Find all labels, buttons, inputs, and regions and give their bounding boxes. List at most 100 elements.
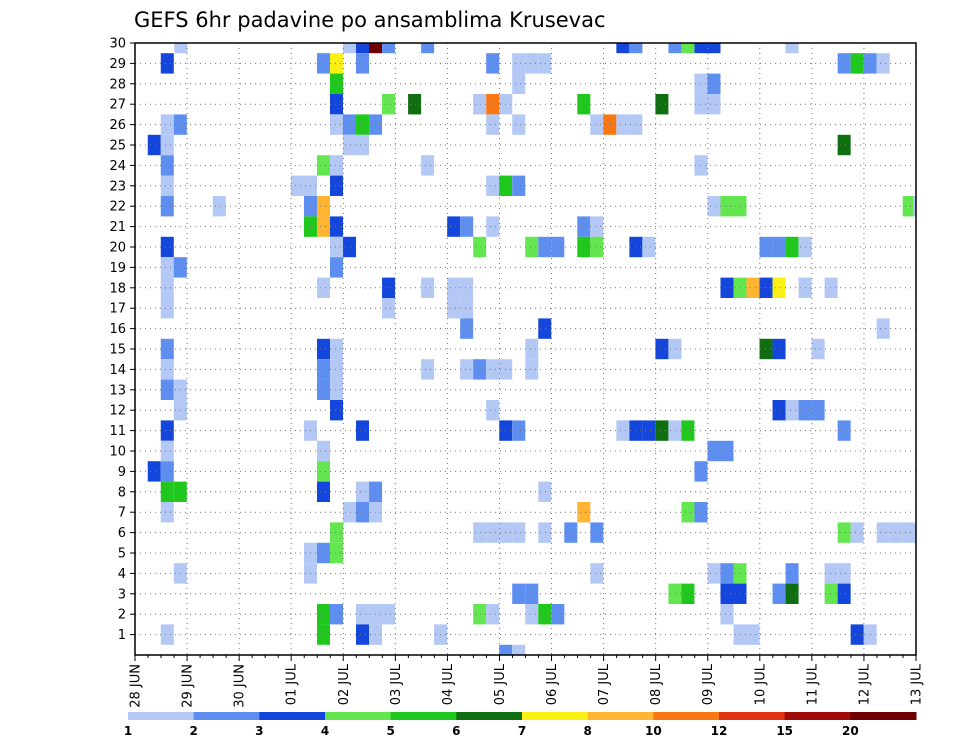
precip-cell	[356, 624, 370, 645]
precip-cell	[356, 604, 370, 625]
precip-cell	[447, 277, 461, 298]
precip-cell	[356, 134, 370, 156]
precip-cell	[681, 420, 695, 441]
precip-cell	[382, 94, 396, 115]
precip-cell	[160, 298, 174, 319]
precip-cell	[421, 277, 435, 298]
precip-cell	[850, 624, 864, 645]
precip-cell	[759, 277, 773, 298]
precip-cell	[642, 236, 656, 258]
precip-cell	[421, 155, 435, 176]
precip-cell	[590, 114, 604, 135]
precip-cell	[811, 400, 825, 421]
precip-cell	[707, 196, 721, 217]
precip-cell	[473, 522, 487, 543]
precip-cell	[329, 604, 344, 625]
precip-cell	[316, 155, 330, 176]
precip-cell	[876, 53, 890, 74]
precip-cell	[538, 481, 552, 502]
precip-cell	[329, 114, 344, 135]
precip-cell	[329, 236, 344, 258]
precip-cell	[577, 216, 591, 237]
y-tick-label: 26	[109, 118, 126, 133]
x-tick-label: 09 JUL	[701, 663, 716, 705]
x-tick-label: 29 JUN	[181, 664, 196, 708]
precip-cell	[316, 53, 330, 74]
precip-cell	[316, 338, 330, 360]
precip-cell	[538, 522, 552, 543]
x-tick-label: 28 JUN	[129, 664, 144, 708]
precip-cell	[212, 196, 226, 217]
precip-cell	[473, 604, 487, 625]
precip-cell	[460, 298, 474, 319]
colorbar-swatch	[128, 712, 195, 720]
y-tick-label: 22	[109, 200, 126, 215]
precip-cell	[681, 43, 695, 54]
precip-cell	[707, 43, 721, 54]
x-tick-label: 08 JUL	[649, 663, 664, 705]
precip-cell	[486, 359, 500, 380]
y-tick-label: 27	[109, 98, 126, 113]
x-tick-label: 07 JUL	[597, 663, 612, 705]
precip-cell	[160, 461, 174, 482]
colorbar-swatch	[456, 712, 523, 720]
y-tick-label: 14	[109, 363, 126, 378]
precip-cell	[316, 216, 330, 237]
precip-cell	[616, 114, 630, 135]
y-tick-label: 7	[118, 506, 126, 521]
precip-cell	[382, 604, 396, 625]
colorbar-swatch	[325, 712, 392, 720]
precip-cell	[473, 236, 487, 258]
y-tick-label: 10	[109, 445, 126, 460]
y-tick-label: 30	[109, 37, 126, 52]
precip-cell	[473, 359, 487, 380]
x-tick-label: 11 JUL	[805, 663, 820, 705]
colorbar-label: 2	[189, 724, 197, 738]
colorbar-swatch	[522, 712, 589, 720]
precip-cell	[720, 563, 734, 584]
precip-cell	[329, 522, 344, 543]
precip-cell	[329, 155, 344, 176]
precip-cell	[538, 604, 552, 625]
precip-cell	[746, 624, 760, 645]
colorbar-swatch	[390, 712, 457, 720]
precip-cell	[460, 277, 474, 298]
y-tick-label: 29	[109, 57, 126, 72]
precip-cell	[160, 236, 174, 258]
precip-cell	[160, 379, 174, 400]
precip-cell	[512, 53, 526, 74]
precip-cell	[329, 338, 344, 360]
precip-cell	[356, 53, 370, 74]
precip-cell	[421, 359, 435, 380]
precip-cell	[369, 43, 383, 54]
precip-cell	[316, 461, 330, 482]
precip-cell	[486, 522, 500, 543]
precip-cell	[174, 43, 188, 54]
colorbar: 1 2 3 4 5 6 7 8 10 12 15 20	[124, 712, 917, 738]
precip-cell	[681, 583, 695, 604]
precip-cell	[290, 175, 304, 196]
precip-cell	[486, 114, 500, 135]
precip-cell	[616, 420, 630, 441]
y-tick-label: 5	[118, 547, 126, 562]
precip-cell	[603, 114, 617, 135]
precip-cell	[655, 94, 669, 115]
precip-cell	[525, 338, 539, 360]
precip-cell	[655, 420, 669, 441]
precip-cell	[160, 502, 174, 523]
y-tick-label: 23	[109, 179, 126, 194]
y-tick-label: 1	[118, 628, 126, 643]
precip-cell	[329, 73, 344, 94]
precip-cell	[525, 583, 539, 604]
precip-cell	[785, 583, 799, 604]
precip-cell	[707, 440, 721, 462]
precip-cell	[447, 216, 461, 237]
precip-cell	[551, 604, 565, 625]
precip-cell	[160, 481, 174, 502]
x-tick-label: 30 JUN	[233, 664, 248, 708]
y-tick-label: 12	[109, 404, 126, 419]
precip-cell	[329, 379, 344, 400]
colorbar-label: 5	[386, 724, 394, 738]
precip-cell	[837, 563, 851, 584]
precip-cell	[343, 502, 357, 523]
